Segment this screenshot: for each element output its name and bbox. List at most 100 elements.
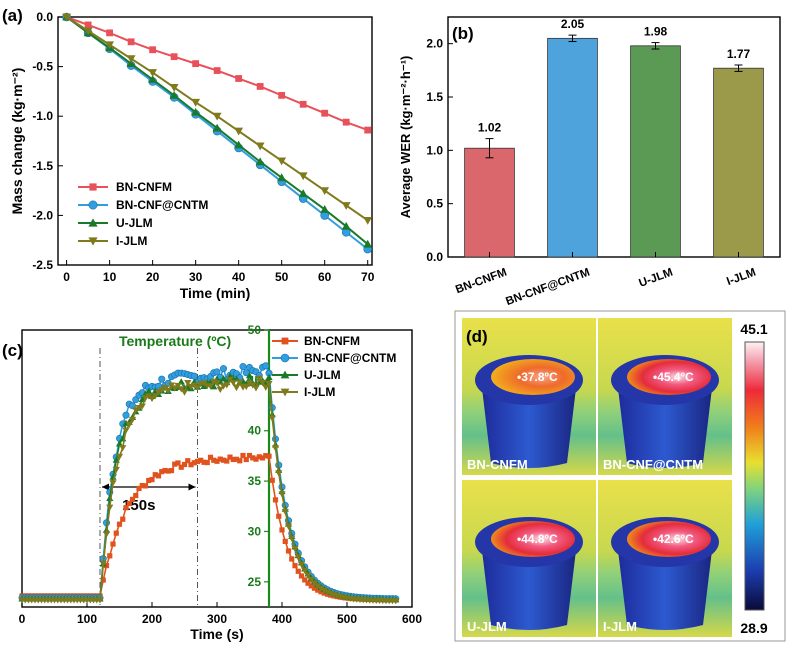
data-point-u-jlm bbox=[169, 90, 179, 99]
thermal-image-u-jlm: •44.8ºC U-JLM bbox=[462, 480, 596, 637]
temperature-reading: •44.8ºC bbox=[517, 532, 558, 546]
hot-spot bbox=[627, 359, 711, 395]
data-point-bn-cnfm bbox=[308, 583, 314, 589]
temperature-tick-label: 50 bbox=[248, 323, 262, 337]
data-point-i-jlm bbox=[132, 407, 140, 414]
data-point-i-jlm bbox=[122, 427, 130, 434]
data-point-i-jlm bbox=[232, 384, 241, 392]
y-tick-label: -0.5 bbox=[32, 60, 53, 74]
data-point-i-jlm bbox=[148, 395, 156, 403]
image-label: BN-CNF@CNTM bbox=[603, 457, 703, 472]
legend-label: BN-CNFM bbox=[116, 180, 172, 194]
data-point-i-jlm bbox=[169, 84, 179, 92]
panel-b-chart: 0.0 0.5 1.0 1.5 2.0 Average WER (kg·m⁻²·h⁻¹) 1… bbox=[398, 16, 781, 308]
data-point-i-jlm bbox=[234, 127, 244, 136]
data-point-i-jlm bbox=[154, 389, 163, 396]
data-point-i-jlm bbox=[102, 531, 111, 538]
data-point-u-jlm bbox=[145, 387, 153, 394]
temperature-tick-label: 30 bbox=[248, 524, 262, 538]
x-axis-label: Time (min) bbox=[180, 285, 251, 301]
data-point-i-jlm bbox=[298, 172, 308, 181]
data-point-i-jlm bbox=[297, 561, 306, 568]
colorbar-max-label: 45.1 bbox=[740, 321, 767, 337]
legend-marker bbox=[280, 370, 290, 379]
data-point-bn-cnfm bbox=[220, 457, 227, 463]
data-point-u-jlm bbox=[277, 173, 287, 182]
data-point-u-jlm bbox=[298, 189, 308, 197]
data-point-i-jlm bbox=[271, 445, 280, 452]
bar-bn-cnfm bbox=[464, 147, 515, 258]
data-point-i-jlm bbox=[212, 112, 222, 121]
data-point-bn-cnfm bbox=[191, 460, 197, 466]
data-point-bn-cnfm bbox=[133, 492, 139, 499]
data-point-bn-cnfm bbox=[214, 458, 220, 464]
x-tick-label: 40 bbox=[232, 270, 246, 284]
data-point-bn-cnfm bbox=[253, 456, 259, 462]
temperature-reading: •37.8ºC bbox=[517, 370, 558, 384]
data-point-u-jlm bbox=[320, 205, 330, 213]
data-point-i-jlm bbox=[119, 445, 127, 452]
data-point-bn-cnfm bbox=[299, 100, 307, 108]
data-point-bn-cnf-cntm bbox=[190, 372, 198, 380]
data-point-bn-cnfm bbox=[233, 456, 240, 462]
data-point-bn-cnfm bbox=[217, 456, 223, 462]
y-tick-label: 0.5 bbox=[426, 197, 443, 211]
data-point-i-jlm bbox=[177, 386, 185, 393]
data-point-bn-cnfm bbox=[342, 118, 350, 126]
data-point-u-jlm bbox=[341, 221, 351, 230]
data-point-u-jlm bbox=[234, 140, 244, 149]
temperature-reading: •42.6ºC bbox=[653, 532, 694, 546]
x-tick-label: 0 bbox=[63, 270, 70, 284]
data-point-i-jlm bbox=[191, 98, 201, 107]
data-point-bn-cnfm bbox=[276, 513, 282, 519]
bar-u-jlm bbox=[630, 45, 681, 258]
panel-b-letter: (b) bbox=[452, 24, 474, 43]
y-tick-label: 1.0 bbox=[426, 143, 443, 157]
data-point-bn-cnfm bbox=[256, 83, 264, 90]
y-tick-label: -1.0 bbox=[32, 109, 53, 123]
data-point-bn-cnfm bbox=[285, 548, 292, 554]
hot-spot bbox=[627, 521, 711, 557]
data-point-bn-cnfm bbox=[259, 455, 266, 461]
data-point-bn-cnfm bbox=[149, 476, 155, 483]
data-point-bn-cnfm bbox=[162, 467, 168, 474]
data-point-bn-cnfm bbox=[211, 457, 217, 463]
data-point-bn-cnfm bbox=[272, 497, 279, 503]
colorbar bbox=[744, 341, 765, 611]
data-point-i-jlm bbox=[223, 382, 231, 389]
plot-frame bbox=[57, 16, 373, 266]
data-point-i-jlm bbox=[190, 382, 198, 389]
data-point-i-jlm bbox=[180, 389, 189, 396]
data-point-u-jlm bbox=[363, 239, 373, 248]
data-point-bn-cnfm bbox=[172, 461, 178, 467]
data-point-bn-cnfm bbox=[168, 467, 175, 474]
data-point-i-jlm bbox=[206, 383, 215, 390]
panel-a-chart: 0 10 20 30 40 50 60 70 0.0 -0.5 -1.0 -1.5 -2.0 -2.5 Ti… bbox=[9, 10, 375, 301]
x-tick-label: I-JLM bbox=[725, 267, 757, 289]
temperature-tick-label: 40 bbox=[248, 424, 262, 438]
data-point-bn-cnfm bbox=[279, 527, 285, 533]
y-tick-label: 2.0 bbox=[426, 37, 443, 51]
data-point-bn-cnfm bbox=[139, 482, 145, 489]
x-tick-label: 70 bbox=[361, 270, 375, 284]
y-tick-label: 0.0 bbox=[36, 10, 53, 24]
y-tick-label: 0.0 bbox=[426, 250, 443, 264]
data-point-bn-cnfm bbox=[246, 452, 253, 459]
data-point-u-jlm bbox=[106, 494, 114, 502]
data-point-i-jlm bbox=[281, 508, 289, 516]
data-point-u-jlm bbox=[245, 372, 254, 379]
data-point-i-jlm bbox=[275, 470, 283, 477]
data-point-bn-cnfm bbox=[213, 67, 221, 74]
data-point-i-jlm bbox=[138, 403, 146, 410]
data-point-i-jlm bbox=[317, 585, 325, 593]
legend-marker bbox=[88, 200, 98, 210]
data-point-bn-cnfm bbox=[278, 91, 286, 99]
x-tick-label: 400 bbox=[272, 612, 292, 626]
data-point-i-jlm bbox=[320, 187, 330, 195]
data-point-bn-cnfm bbox=[282, 538, 288, 544]
y-tick-label: 1.5 bbox=[426, 90, 443, 104]
hot-spot bbox=[491, 359, 575, 395]
data-point-bn-cnfm bbox=[194, 458, 201, 465]
data-point-i-jlm bbox=[158, 387, 166, 394]
data-point-i-jlm bbox=[304, 572, 312, 579]
